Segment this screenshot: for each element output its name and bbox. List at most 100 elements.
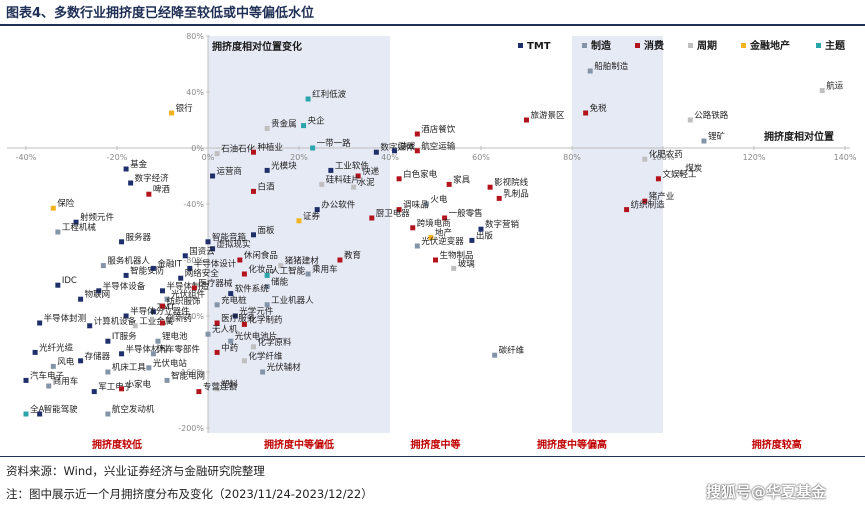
data-point-marker	[164, 377, 170, 383]
data-point-marker	[410, 225, 416, 231]
data-point-marker	[701, 138, 707, 144]
x-tick-label: 20%	[290, 153, 308, 162]
data-point-label: 塑料	[221, 379, 239, 390]
data-point-marker	[442, 215, 448, 221]
data-point-marker	[196, 389, 202, 395]
data-point-label: 虚拟现实	[217, 239, 251, 250]
data-point-marker	[655, 176, 661, 182]
data-point-label: 智能音箱	[212, 232, 247, 243]
data-point-marker	[78, 296, 84, 302]
data-point-label: 证券	[303, 211, 321, 222]
data-point-marker	[205, 239, 211, 245]
data-point-marker	[55, 229, 61, 235]
figure-title: 图表4、多数行业拥挤度已经降至较低或中等偏低水位	[6, 6, 315, 21]
data-point-marker	[524, 117, 529, 123]
title-rule	[0, 24, 865, 26]
data-point-marker	[119, 239, 125, 245]
data-point-marker	[105, 411, 111, 417]
zone-label: 拥挤度较低	[92, 438, 142, 451]
data-point-marker	[228, 291, 234, 297]
data-point-label: 储能	[271, 277, 289, 288]
data-point-label: 数字经济	[135, 173, 170, 184]
data-point-marker	[396, 176, 402, 182]
data-point-marker	[319, 181, 325, 187]
data-point-label: 智能电网	[171, 370, 205, 381]
data-point-label: 纺织制造	[631, 200, 666, 211]
data-point-marker	[210, 246, 216, 252]
y-tick-label: -40%	[183, 200, 204, 209]
data-point-label: 化肥农药	[649, 149, 683, 160]
data-point-marker	[310, 145, 316, 151]
data-point-label: 无人机	[212, 324, 238, 335]
data-point-label: 数字营销	[485, 219, 520, 230]
y-tick-label: 0%	[191, 144, 204, 153]
zone-label: 拥挤度中等	[411, 438, 461, 451]
data-point-marker	[414, 243, 420, 249]
footer-rule	[0, 456, 865, 457]
data-point-marker	[78, 358, 84, 364]
data-point-marker	[687, 117, 693, 123]
data-point-label: 调味品	[403, 200, 429, 211]
data-point-label: 智能安防	[130, 265, 165, 276]
data-point-marker	[96, 288, 102, 294]
x-tick-label: 120%	[743, 153, 766, 162]
data-point-marker	[105, 369, 111, 375]
legend-swatch	[741, 43, 746, 48]
data-point-marker	[314, 207, 320, 213]
data-point-label: 煤炭	[685, 163, 703, 174]
data-point-label: 猪猪建材	[285, 256, 320, 267]
data-point-label: 小家电	[126, 379, 152, 390]
data-point-marker	[132, 323, 138, 329]
data-point-label: 种植业	[258, 142, 284, 153]
data-point-marker	[191, 285, 197, 291]
data-point-label: 水泥	[358, 177, 376, 188]
legend-swatch	[816, 43, 821, 48]
data-point-label: 办公软件	[321, 200, 356, 211]
data-point-marker	[23, 377, 29, 383]
y-axis-title: 拥挤度相对位置变化	[212, 40, 302, 53]
data-point-label: 运营商	[217, 166, 243, 177]
data-point-marker	[23, 411, 29, 417]
scatter-chart: -40% -20% 0% 20% 40% 60% 80% 100% 120% 140% 80% 40%…	[7, 32, 857, 451]
data-point-label: 化妆品	[248, 264, 274, 275]
x-tick-label: 60%	[472, 153, 490, 162]
data-point-label: 跨境电商	[417, 218, 451, 229]
data-point-label: 医疗器械	[198, 278, 233, 289]
data-point-label: 工业软件	[335, 160, 370, 171]
zone-labels: 拥挤度较低 拥挤度中等偏低 拥挤度中等 拥挤度中等偏高 拥挤度较高	[92, 438, 802, 451]
y-tick-label: 40%	[186, 88, 204, 97]
data-point-marker	[128, 180, 134, 186]
data-point-label: 公路铁路	[694, 110, 729, 121]
data-point-marker	[446, 181, 452, 187]
shaded-band-1	[572, 36, 663, 433]
data-point-label: 半导体设备	[103, 281, 146, 292]
x-axis-title: 拥挤度相对位置	[764, 130, 834, 143]
data-point-marker	[587, 68, 593, 74]
data-point-label: 光纤光缆	[39, 342, 74, 353]
data-point-marker	[373, 149, 379, 155]
legend-entry: 制造	[591, 39, 612, 52]
data-point-marker	[492, 352, 498, 358]
data-point-label: 出版	[476, 230, 494, 241]
data-point-label: 一带一路	[317, 138, 352, 149]
data-point-marker	[583, 110, 589, 116]
data-point-marker	[37, 411, 43, 417]
data-point-label: 服务器	[126, 232, 152, 243]
zone-label: 拥挤度中等偏低	[264, 438, 334, 451]
data-point-marker	[278, 263, 284, 269]
data-point-label: 机床工具	[112, 362, 147, 373]
data-point-label: 乳制品	[503, 188, 529, 199]
data-point-marker	[160, 303, 165, 309]
data-point-label: 专营连锁	[203, 382, 238, 393]
data-point-marker	[819, 88, 825, 94]
data-point-marker	[260, 369, 266, 375]
data-point-marker	[264, 272, 270, 278]
data-point-marker	[214, 320, 220, 326]
data-point-marker	[251, 188, 256, 194]
data-point-label: 啤酒	[153, 184, 171, 195]
data-point-label: 计算机设备	[94, 316, 137, 327]
data-point-label: 中药	[221, 342, 238, 353]
data-point-marker	[414, 131, 420, 137]
legend-entry: 消费	[644, 39, 664, 52]
source-note: 资料来源：Wind，兴业证券经济与金融研究院整理	[6, 464, 265, 478]
